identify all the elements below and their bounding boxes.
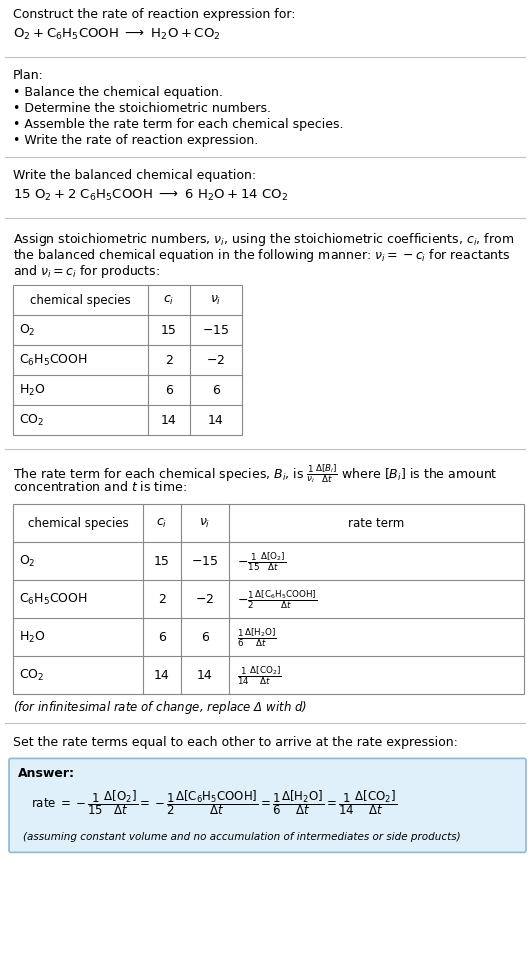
Text: $-15$: $-15$ bbox=[191, 555, 219, 567]
Text: the balanced chemical equation in the following manner: $\nu_i = -c_i$ for react: the balanced chemical equation in the fo… bbox=[13, 247, 510, 264]
Text: Set the rate terms equal to each other to arrive at the rate expression:: Set the rate terms equal to each other t… bbox=[13, 736, 458, 750]
Text: rate term: rate term bbox=[348, 516, 404, 530]
Text: 6: 6 bbox=[158, 631, 166, 644]
Text: 15: 15 bbox=[161, 324, 177, 337]
Text: • Determine the stoichiometric numbers.: • Determine the stoichiometric numbers. bbox=[13, 102, 271, 115]
Text: chemical species: chemical species bbox=[28, 516, 128, 530]
Text: $\mathrm{H_2O}$: $\mathrm{H_2O}$ bbox=[19, 383, 46, 398]
Bar bbox=[13, 505, 524, 695]
Text: $c_i$: $c_i$ bbox=[156, 516, 167, 530]
Text: and $\nu_i = c_i$ for products:: and $\nu_i = c_i$ for products: bbox=[13, 263, 160, 279]
Text: $\mathrm{C_6H_5COOH}$: $\mathrm{C_6H_5COOH}$ bbox=[19, 592, 88, 607]
Text: The rate term for each chemical species, $B_i$, is $\frac{1}{\nu_i}\frac{\Delta[: The rate term for each chemical species,… bbox=[13, 463, 498, 485]
Text: concentration and $t$ is time:: concentration and $t$ is time: bbox=[13, 480, 187, 494]
Text: rate $= -\dfrac{1}{15}\dfrac{\Delta[\mathrm{O_2}]}{\Delta t} = -\dfrac{1}{2}\dfr: rate $= -\dfrac{1}{15}\dfrac{\Delta[\mat… bbox=[31, 788, 397, 817]
Text: Assign stoichiometric numbers, $\nu_i$, using the stoichiometric coefficients, $: Assign stoichiometric numbers, $\nu_i$, … bbox=[13, 231, 514, 248]
Text: Answer:: Answer: bbox=[18, 767, 75, 780]
Text: • Balance the chemical equation.: • Balance the chemical equation. bbox=[13, 86, 223, 99]
Text: $\frac{1}{6}\frac{\Delta[\mathrm{H_2O}]}{\Delta t}$: $\frac{1}{6}\frac{\Delta[\mathrm{H_2O}]}… bbox=[237, 626, 277, 649]
Text: $\mathrm{O_2}$: $\mathrm{O_2}$ bbox=[19, 554, 36, 569]
Text: 14: 14 bbox=[154, 669, 170, 682]
Text: (assuming constant volume and no accumulation of intermediates or side products): (assuming constant volume and no accumul… bbox=[23, 832, 461, 843]
Text: 6: 6 bbox=[212, 384, 220, 397]
Text: 2: 2 bbox=[165, 354, 173, 367]
Text: • Write the rate of reaction expression.: • Write the rate of reaction expression. bbox=[13, 134, 258, 147]
Text: $\nu_i$: $\nu_i$ bbox=[210, 294, 222, 307]
Text: 14: 14 bbox=[197, 669, 213, 682]
Text: $\mathrm{CO_2}$: $\mathrm{CO_2}$ bbox=[19, 667, 45, 683]
Text: $\mathrm{O_2 + C_6H_5COOH \ \longrightarrow \ H_2O + CO_2}$: $\mathrm{O_2 + C_6H_5COOH \ \longrightar… bbox=[13, 27, 220, 42]
Text: 14: 14 bbox=[161, 414, 177, 427]
Bar bbox=[13, 285, 242, 435]
Text: Plan:: Plan: bbox=[13, 69, 44, 82]
Text: $\frac{1}{14}\frac{\Delta[\mathrm{CO_2}]}{\Delta t}$: $\frac{1}{14}\frac{\Delta[\mathrm{CO_2}]… bbox=[237, 664, 282, 687]
Text: 6: 6 bbox=[201, 631, 209, 644]
Text: 6: 6 bbox=[165, 384, 173, 397]
Text: $\mathrm{O_2}$: $\mathrm{O_2}$ bbox=[19, 322, 36, 338]
Text: 2: 2 bbox=[158, 593, 166, 606]
Text: $-2$: $-2$ bbox=[207, 354, 226, 367]
Text: Write the balanced chemical equation:: Write the balanced chemical equation: bbox=[13, 169, 256, 182]
Text: $\mathrm{15\ O_2 + 2\ C_6H_5COOH \ \longrightarrow \ 6\ H_2O + 14\ CO_2}$: $\mathrm{15\ O_2 + 2\ C_6H_5COOH \ \long… bbox=[13, 188, 288, 203]
Text: $-\frac{1}{2}\frac{\Delta[\mathrm{C_6H_5COOH}]}{\Delta t}$: $-\frac{1}{2}\frac{\Delta[\mathrm{C_6H_5… bbox=[237, 588, 317, 611]
Text: chemical species: chemical species bbox=[30, 294, 131, 307]
FancyBboxPatch shape bbox=[9, 759, 526, 853]
Text: $\mathrm{C_6H_5COOH}$: $\mathrm{C_6H_5COOH}$ bbox=[19, 353, 88, 368]
Text: $\nu_i$: $\nu_i$ bbox=[199, 516, 211, 530]
Text: • Assemble the rate term for each chemical species.: • Assemble the rate term for each chemic… bbox=[13, 118, 343, 131]
Text: $-\frac{1}{15}\frac{\Delta[\mathrm{O_2}]}{\Delta t}$: $-\frac{1}{15}\frac{\Delta[\mathrm{O_2}]… bbox=[237, 550, 286, 572]
Text: $-2$: $-2$ bbox=[196, 593, 215, 606]
Text: Construct the rate of reaction expression for:: Construct the rate of reaction expressio… bbox=[13, 8, 296, 21]
Text: (for infinitesimal rate of change, replace Δ with $d$): (for infinitesimal rate of change, repla… bbox=[13, 700, 307, 716]
Text: $\mathrm{CO_2}$: $\mathrm{CO_2}$ bbox=[19, 413, 45, 428]
Text: $-15$: $-15$ bbox=[202, 324, 229, 337]
Text: $c_i$: $c_i$ bbox=[163, 294, 174, 307]
Text: $\mathrm{H_2O}$: $\mathrm{H_2O}$ bbox=[19, 630, 46, 645]
Text: 14: 14 bbox=[208, 414, 224, 427]
Text: 15: 15 bbox=[154, 555, 170, 567]
